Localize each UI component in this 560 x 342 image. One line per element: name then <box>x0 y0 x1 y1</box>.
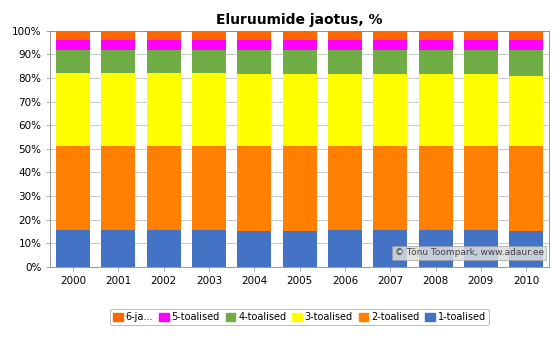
Bar <box>192 50 226 73</box>
Bar <box>237 40 271 50</box>
Bar <box>464 146 498 230</box>
Bar <box>192 73 226 146</box>
Legend: 6-ja..., 5-toalised, 4-toalised, 3-toalised, 2-toalised, 1-toalised: 6-ja..., 5-toalised, 4-toalised, 3-toali… <box>110 310 489 325</box>
Bar <box>509 146 543 231</box>
Bar <box>147 73 181 146</box>
Bar <box>101 40 136 50</box>
Title: Eluruumide jaotus, %: Eluruumide jaotus, % <box>216 13 383 27</box>
Bar <box>283 31 316 40</box>
Bar <box>328 31 362 40</box>
Bar <box>192 230 226 267</box>
Bar <box>192 40 226 50</box>
Bar <box>328 40 362 50</box>
Bar <box>283 50 316 75</box>
Bar <box>418 75 452 146</box>
Bar <box>328 50 362 75</box>
Bar <box>237 146 271 231</box>
Bar <box>56 146 90 230</box>
Bar <box>56 50 90 73</box>
Bar <box>464 50 498 75</box>
Bar <box>192 31 226 40</box>
Bar <box>509 31 543 40</box>
Bar <box>509 231 543 267</box>
Bar <box>237 231 271 267</box>
Bar <box>328 230 362 267</box>
Bar <box>418 146 452 230</box>
Bar <box>283 75 316 146</box>
Bar <box>56 73 90 146</box>
Bar <box>237 75 271 146</box>
Bar <box>328 146 362 230</box>
Bar <box>373 230 407 267</box>
Bar <box>464 40 498 50</box>
Bar <box>509 50 543 76</box>
Bar <box>237 31 271 40</box>
Bar <box>373 40 407 50</box>
Bar <box>373 146 407 230</box>
Bar <box>509 76 543 146</box>
Bar <box>101 73 136 146</box>
Bar <box>283 40 316 50</box>
Bar <box>283 231 316 267</box>
Bar <box>237 50 271 75</box>
Bar <box>101 146 136 230</box>
Bar <box>147 31 181 40</box>
Bar <box>464 75 498 146</box>
Bar <box>418 50 452 75</box>
Bar <box>418 31 452 40</box>
Bar <box>56 31 90 40</box>
Bar <box>147 40 181 50</box>
Bar <box>373 75 407 146</box>
Bar <box>147 50 181 73</box>
Bar <box>283 146 316 231</box>
Bar <box>328 75 362 146</box>
Bar <box>418 230 452 267</box>
Bar <box>147 230 181 267</box>
Bar <box>464 31 498 40</box>
Bar <box>101 50 136 73</box>
Bar <box>192 146 226 230</box>
Bar <box>418 40 452 50</box>
Bar <box>147 146 181 230</box>
Bar <box>56 40 90 50</box>
Bar <box>373 31 407 40</box>
Bar <box>101 31 136 40</box>
Bar <box>509 40 543 50</box>
Bar <box>101 230 136 267</box>
Bar <box>373 50 407 75</box>
Bar <box>464 230 498 267</box>
Bar <box>56 230 90 267</box>
Text: © Tõnu Toompark, www.adaur.ee: © Tõnu Toompark, www.adaur.ee <box>395 248 544 257</box>
